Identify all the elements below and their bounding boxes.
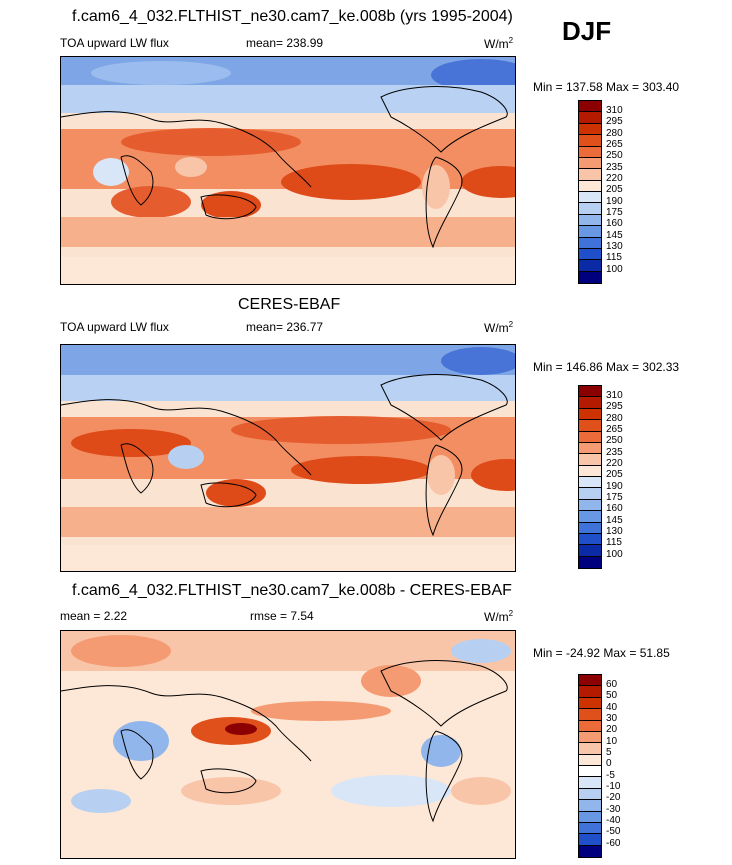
panel-1-map [60, 56, 516, 285]
cbar-label: 60 [606, 679, 618, 690]
panel-2-units: W/m2 [484, 320, 514, 335]
cbar-label: 30 [606, 713, 618, 724]
panel-2-map [60, 344, 516, 572]
cbar-label: -10 [606, 781, 621, 792]
cbar-label: -40 [606, 815, 621, 826]
cbar-label: 190 [606, 196, 623, 207]
cbar-label: 205 [606, 469, 623, 480]
cbar-label: 115 [606, 537, 622, 548]
cbar-label: 175 [606, 207, 623, 218]
panel-2-colorbar-labels: 310 295 280 265 250 235 220 205 190 175 … [606, 385, 646, 567]
cbar-label: 190 [606, 481, 623, 492]
cbar-label: 50 [606, 690, 618, 701]
cbar-label: 265 [606, 424, 623, 435]
panel-2-mean: mean= 236.77 [246, 320, 324, 334]
cbar-label: 130 [606, 241, 623, 252]
cbar-label: 295 [606, 401, 623, 412]
panel-1-colorbar [578, 100, 602, 284]
panel-3-colorbar [578, 674, 602, 858]
panel-1-minmax: Min = 137.58 Max = 303.40 [533, 80, 680, 94]
cbar-label: 100 [606, 549, 623, 560]
cbar-label: 265 [606, 139, 623, 150]
cbar-label: 130 [606, 526, 623, 537]
cbar-label: 235 [606, 447, 623, 458]
cbar-label: 220 [606, 173, 623, 184]
cbar-label: 5 [606, 747, 612, 758]
cbar-label: 280 [606, 128, 623, 139]
panel-1-units: W/m2 [484, 36, 514, 51]
cbar-label: 40 [606, 702, 618, 713]
cbar-label: -5 [606, 770, 615, 781]
panel-1-field-label: TOA upward LW flux [60, 36, 169, 50]
cbar-label: 295 [606, 116, 623, 127]
cbar-label: 20 [606, 724, 618, 735]
panel-3-rmse: rmse = 7.54 [250, 609, 314, 623]
cbar-label: 310 [606, 390, 623, 401]
panel-2-colorbar [578, 385, 602, 569]
cbar-label: 175 [606, 492, 623, 503]
cbar-label: 250 [606, 150, 623, 161]
cbar-label: 205 [606, 184, 623, 195]
panel-3-map [60, 630, 516, 859]
panel-2-title: CERES-EBAF [238, 296, 341, 313]
panel-3-title: f.cam6_4_032.FLTHIST_ne30.cam7_ke.008b -… [72, 582, 512, 599]
cbar-label: 160 [606, 503, 623, 514]
panel-3-colorbar-labels: 60 50 40 30 20 10 5 0 -5 -10 -20 -30 -40… [606, 674, 646, 856]
cbar-label: 145 [606, 230, 623, 241]
cbar-label: 0 [606, 758, 612, 769]
cbar-label: 10 [606, 736, 618, 747]
panel-1-mean: mean= 238.99 [246, 36, 324, 50]
cbar-label: 100 [606, 264, 623, 275]
cbar-label: -60 [606, 838, 621, 849]
cbar-label: 160 [606, 218, 623, 229]
panel-3-units: W/m2 [484, 609, 514, 624]
cbar-label: 310 [606, 105, 623, 116]
panel-2-minmax: Min = 146.86 Max = 302.33 [533, 360, 680, 374]
cbar-label: 115 [606, 252, 622, 263]
cbar-label: 235 [606, 162, 623, 173]
season-label: DJF [562, 16, 612, 46]
cbar-label: 145 [606, 515, 623, 526]
panel-1-colorbar-labels: 310 295 280 265 250 235 220 205 190 175 … [606, 100, 646, 282]
panel-3-minmax: Min = -24.92 Max = 51.85 [533, 646, 670, 660]
cbar-label: -30 [606, 804, 621, 815]
cbar-label: -20 [606, 792, 621, 803]
cbar-label: 280 [606, 413, 623, 424]
panel-2-field-label: TOA upward LW flux [60, 320, 169, 334]
cbar-label: 220 [606, 458, 623, 469]
panel-1-title: f.cam6_4_032.FLTHIST_ne30.cam7_ke.008b (… [72, 8, 513, 25]
panel-3-mean: mean = 2.22 [60, 609, 128, 623]
cbar-label: 250 [606, 435, 623, 446]
cbar-label: -50 [606, 826, 621, 837]
